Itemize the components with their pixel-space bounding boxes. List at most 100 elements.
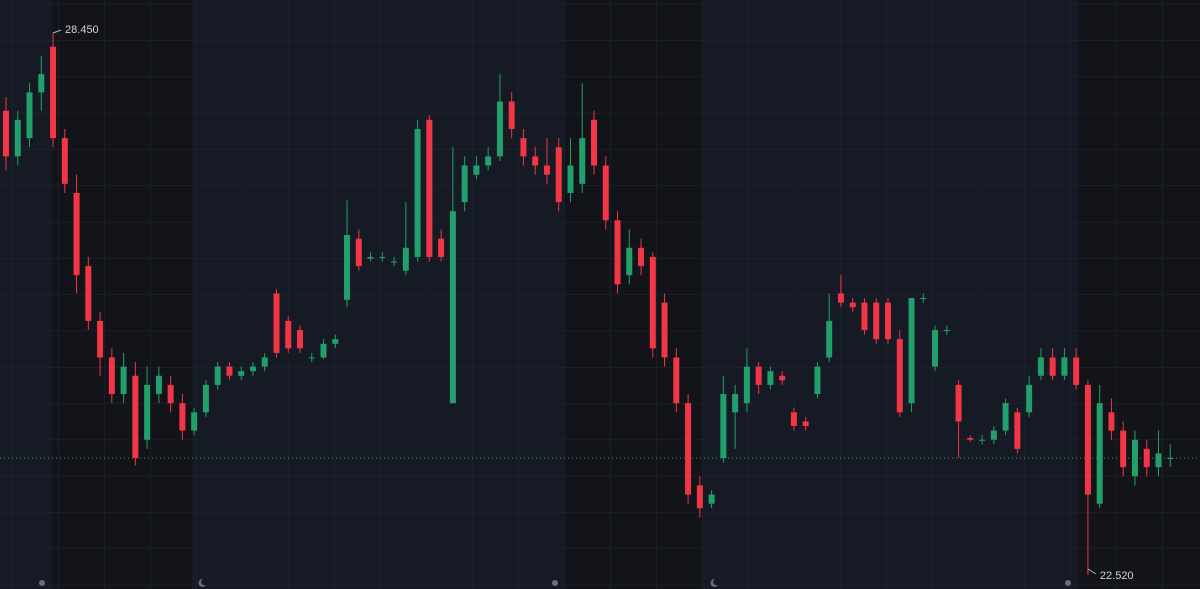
candle-body (943, 330, 950, 332)
candle-body (626, 247, 633, 276)
candle-body (1108, 412, 1115, 431)
candle-body (932, 330, 939, 367)
candle-body (955, 384, 962, 422)
candle-body (861, 302, 868, 331)
candle-body (438, 238, 445, 257)
candle-body (367, 256, 374, 259)
candle-body (1073, 357, 1080, 385)
candle-body (837, 293, 844, 303)
candle-body (332, 339, 339, 344)
candle-body (826, 320, 833, 358)
candle-body (802, 421, 809, 427)
candle-body (779, 375, 786, 381)
candle-body (226, 366, 233, 376)
candle-body (732, 394, 739, 413)
candle-body (73, 192, 80, 276)
candle-body (649, 256, 656, 349)
candle-body (767, 371, 774, 385)
candle-body (579, 138, 586, 184)
candle-body (1131, 439, 1138, 477)
candle-body (449, 211, 456, 404)
candle-body (896, 339, 903, 413)
candle-body (1084, 384, 1091, 495)
candle-body (179, 403, 186, 431)
candle-body (543, 165, 550, 175)
moon-icon (198, 578, 206, 587)
candle-body (473, 165, 480, 175)
candle-body (720, 394, 727, 459)
candle-body (532, 156, 539, 166)
candle-body (696, 485, 703, 509)
candle-body (1061, 357, 1068, 376)
candle-body (591, 119, 597, 166)
candle-body (849, 302, 856, 308)
candle-body (743, 366, 750, 404)
candle-body (661, 302, 668, 358)
sun-icon (552, 580, 558, 586)
candle-body (1002, 403, 1009, 431)
sun-icon (39, 580, 45, 586)
candle-body (344, 234, 351, 300)
candle-body (414, 128, 421, 257)
candle-body (391, 261, 398, 263)
candle-body (1120, 430, 1127, 468)
candle-body (167, 384, 174, 404)
candle-body (555, 147, 562, 203)
candle-body (50, 46, 57, 139)
candle-body (990, 430, 997, 440)
candle-body (155, 375, 162, 395)
candle-body (402, 247, 409, 271)
candle-body (814, 366, 821, 395)
candle-body (979, 439, 986, 441)
candle-body (14, 119, 21, 157)
candle-body (108, 357, 115, 395)
candle-body (261, 357, 268, 367)
candle-body (308, 357, 315, 359)
candle-body (320, 343, 327, 358)
candle-body (38, 74, 45, 93)
candle-body (144, 384, 151, 440)
high-label: 28.450 (65, 24, 99, 36)
candle-body (238, 371, 245, 376)
candle-body (638, 247, 645, 267)
candle-body (97, 320, 104, 358)
candle-body (249, 366, 256, 372)
low-leader (1087, 568, 1097, 575)
candle-body (461, 165, 468, 203)
candle-body (1049, 357, 1056, 376)
candle-body (708, 494, 715, 504)
candle-body (61, 138, 68, 184)
candle-body (1143, 448, 1150, 468)
candle-body (297, 330, 303, 349)
candle-body (755, 366, 762, 385)
candle-body (508, 101, 515, 129)
candle-body (602, 165, 609, 221)
candle-body (214, 366, 221, 385)
sun-icon (1065, 580, 1071, 586)
candle-body (1096, 403, 1103, 504)
candle-body (920, 298, 927, 300)
candle-body (120, 366, 127, 395)
candle-body (132, 375, 139, 459)
candle-body (873, 302, 880, 340)
candle-body (355, 238, 362, 267)
candle-body (885, 302, 891, 340)
candle-body (496, 101, 503, 157)
candle-body (26, 92, 33, 139)
candle-body (790, 412, 797, 427)
candle-body (685, 403, 692, 495)
candle-body (379, 256, 386, 258)
candle-body (426, 119, 433, 257)
candle-body (908, 298, 915, 404)
candle-body (1167, 458, 1174, 460)
candle-body (1155, 453, 1162, 468)
candle-body (1014, 412, 1021, 449)
candle-body (191, 412, 198, 431)
moon-icon (710, 578, 718, 587)
candle-body (673, 357, 680, 404)
session-icons (39, 578, 1071, 587)
candle-body (520, 138, 527, 157)
